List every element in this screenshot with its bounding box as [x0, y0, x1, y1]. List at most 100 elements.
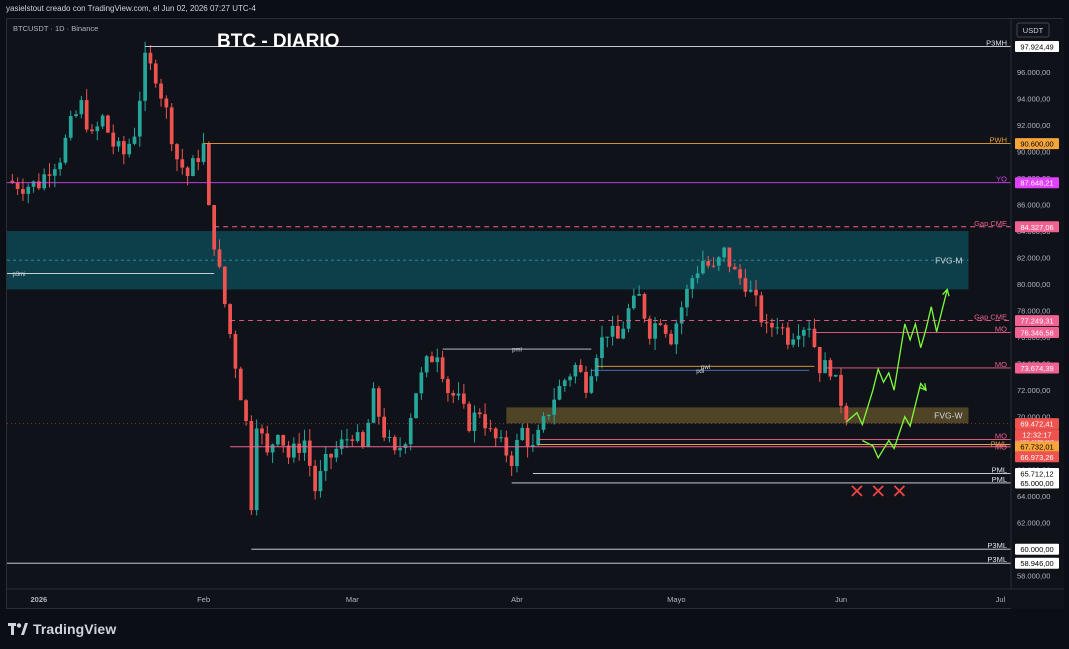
level-label: P3ML [987, 541, 1007, 550]
candle-body [329, 453, 333, 458]
candle-body [159, 83, 163, 99]
candle-body [546, 414, 551, 417]
candle-body [663, 324, 668, 334]
candle-body [398, 448, 402, 451]
candle-body [626, 308, 631, 329]
price-badge-value: 84.327,06 [1020, 223, 1053, 232]
candle-body [318, 470, 323, 492]
x-mark-icon [872, 485, 884, 497]
candle-body [435, 357, 440, 363]
candle-body [297, 443, 302, 453]
candle-body [164, 98, 169, 108]
level-label: Gap CME [974, 219, 1007, 228]
price-badge-value: 97.924,49 [1020, 43, 1053, 52]
price-badge-value: 65.000,00 [1020, 479, 1053, 488]
candle-body [313, 465, 317, 492]
level-label: P3ML [987, 555, 1007, 564]
y-tick-label: 72.000,00 [1017, 386, 1050, 395]
candle-body [669, 333, 673, 345]
candle-body [483, 414, 487, 429]
candle-body [228, 304, 232, 335]
candle-body [488, 428, 493, 430]
candle-body [169, 107, 174, 145]
candle-body [392, 436, 397, 451]
level-label: Gap CME [974, 313, 1007, 322]
tradingview-brand: TradingView [33, 621, 117, 637]
y-tick-label: 92.000,00 [1017, 121, 1050, 130]
tradingview-logo[interactable]: TradingView [8, 621, 116, 637]
price-badge [1015, 468, 1059, 480]
candle-body [525, 427, 530, 447]
price-badge-value: 67.732,01 [1020, 443, 1053, 452]
candle-body [74, 114, 78, 117]
candle-body [786, 327, 790, 345]
price-badge-value: 58.946,00 [1020, 559, 1053, 568]
price-badge-value: 66.973,26 [1020, 453, 1053, 462]
candle-body [84, 100, 89, 130]
candle-body [637, 294, 642, 296]
candle-body [801, 329, 806, 336]
level-label: MO [995, 431, 1007, 440]
candle-body [382, 416, 387, 438]
x-mark-icon [893, 485, 906, 497]
candle-body [515, 439, 519, 467]
candle-body [605, 336, 610, 338]
candle-body [371, 388, 376, 423]
candle-body [291, 443, 296, 458]
candle-body [589, 376, 594, 393]
candle-body [472, 412, 477, 431]
chart-title: BTC - DIARIO [217, 31, 339, 52]
candle-body [764, 322, 769, 324]
candle-body [137, 100, 142, 137]
candle-body [286, 445, 291, 458]
candle-body [536, 429, 541, 446]
candle-body [573, 365, 578, 377]
x-tick-label: Feb [197, 595, 210, 604]
candle-body [722, 247, 727, 258]
candle-body [42, 174, 47, 189]
candle-body [446, 379, 450, 394]
candle-body [95, 126, 100, 132]
level-label: MO [995, 443, 1007, 452]
symbol-label[interactable]: BTCUSDT · 1D · Binance [13, 24, 98, 33]
candle-body [79, 100, 84, 115]
zone-label: FVG-W [934, 410, 962, 420]
candle-body [366, 422, 371, 447]
y-tick-label: 86.000,00 [1017, 201, 1050, 210]
candle-body [690, 278, 695, 289]
candle-body [477, 412, 482, 415]
y-tick-label: 58.000,00 [1017, 572, 1050, 581]
candle-body [281, 435, 286, 446]
candle-body [419, 372, 424, 394]
price-badge [1015, 177, 1059, 189]
candle-body [748, 289, 753, 292]
candle-body [376, 388, 381, 417]
candle-body [217, 249, 222, 267]
currency-box[interactable] [1016, 22, 1050, 38]
candle-body [440, 357, 445, 380]
x-tick-label: Mayo [667, 595, 685, 604]
price-badge-value: 60.000,00 [1020, 545, 1053, 554]
candle-body [21, 189, 25, 194]
candle-body [594, 358, 599, 377]
candle-body [844, 405, 849, 420]
x-tick-label: Jul [996, 595, 1006, 604]
candle-body [185, 167, 190, 176]
candle-body [499, 437, 503, 439]
candle-body [233, 334, 238, 369]
candle-body [334, 448, 339, 458]
candle-body [807, 328, 811, 330]
chart-frame[interactable]: FVG-M FVG-W P3MH PWH YO Gap CME Gap CME MO MO MO P… [6, 18, 1064, 610]
candle-body [493, 428, 498, 439]
candle-body [26, 186, 31, 194]
x-tick-label: Mar [346, 595, 359, 604]
candle-body [276, 435, 280, 445]
y-tick-label: 96.000,00 [1017, 68, 1050, 77]
candle-body [647, 318, 652, 339]
candle-body [260, 428, 264, 434]
candle-body [451, 393, 456, 396]
currency-label[interactable]: USDT [1023, 26, 1044, 35]
candle-body [424, 356, 429, 373]
candle-body [562, 380, 567, 387]
